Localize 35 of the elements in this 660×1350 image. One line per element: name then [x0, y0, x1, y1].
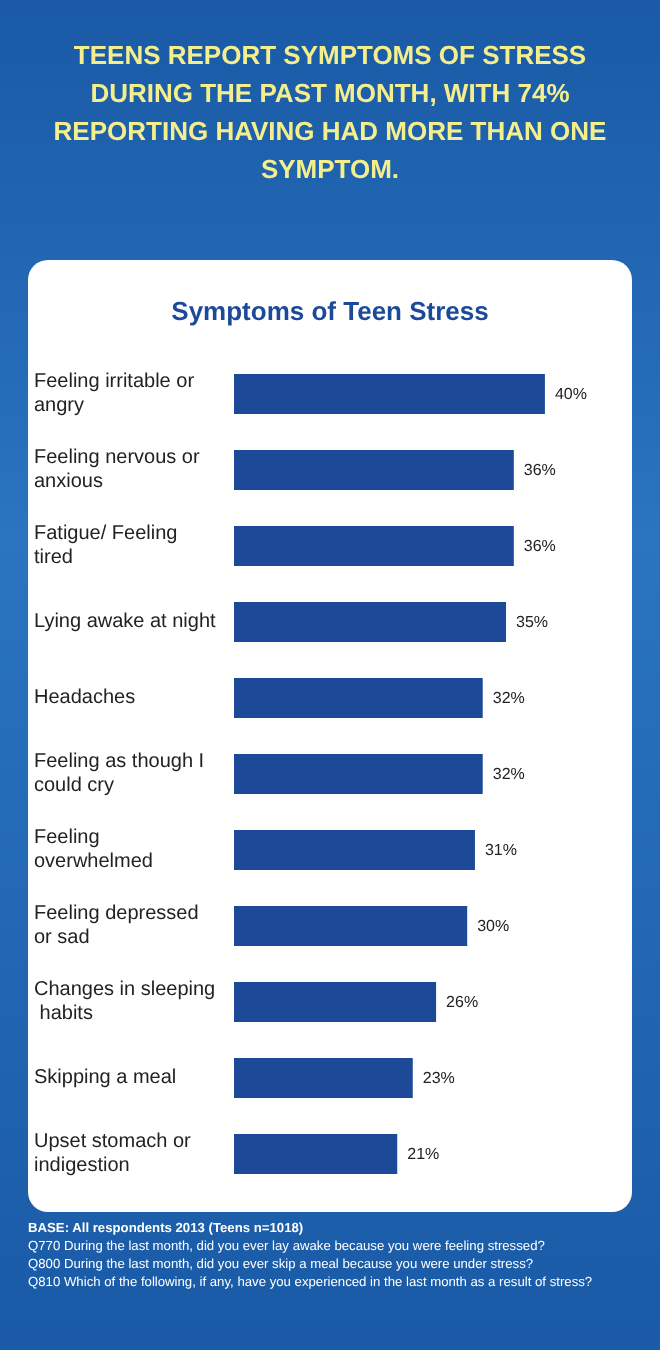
data-label: 32%: [492, 765, 525, 783]
data-label: 26%: [446, 993, 479, 1011]
bar: [234, 450, 514, 490]
bar: [234, 754, 483, 794]
bar: [234, 374, 545, 414]
data-label: 23%: [422, 1069, 455, 1087]
bar: [234, 678, 483, 718]
bar: [234, 602, 507, 642]
data-label: 21%: [407, 1145, 440, 1163]
bar: [234, 1134, 398, 1174]
bar: [234, 906, 468, 946]
y-tick-label: Headaches: [34, 687, 136, 709]
y-tick-label: Upset stomach or indigestion: [34, 1131, 197, 1177]
data-label: 40%: [554, 385, 587, 403]
bar: [234, 982, 437, 1022]
data-label: 31%: [484, 841, 517, 859]
y-tick-label: Fatigue/ Feeling tired: [34, 523, 183, 569]
data-label: 32%: [492, 689, 525, 707]
data-label: 36%: [523, 537, 556, 555]
y-tick-label: Feeling as though I could cry: [34, 751, 210, 797]
chart-title: TEENS REPORT SYMPTOMS OF STRESS DURING THE PAST MONTH, WITH 74% REPORTING HAVING HAD MORE THAN ONE SYMPTOM.: [51, 38, 609, 188]
y-tick-label: Feeling nervous or anxious: [34, 447, 206, 493]
data-label: 30%: [477, 917, 510, 935]
chart-subtitle: Symptoms of Teen Stress: [171, 296, 489, 326]
y-tick-label: Skipping a meal: [34, 1067, 177, 1089]
data-label: 35%: [516, 613, 549, 631]
bar: [234, 1058, 413, 1098]
data-label: 36%: [523, 461, 556, 479]
y-tick-label: Lying awake at night: [34, 611, 217, 633]
bar: [234, 830, 475, 870]
bar: [234, 526, 514, 566]
y-tick-label: Feeling overwhelmed: [34, 827, 153, 873]
y-tick-label: Feeling irritable or angry: [34, 371, 200, 417]
y-tick-label: Changes in sleeping habits: [34, 979, 216, 1025]
y-tick-label: Feeling depressed or sad: [34, 903, 205, 949]
